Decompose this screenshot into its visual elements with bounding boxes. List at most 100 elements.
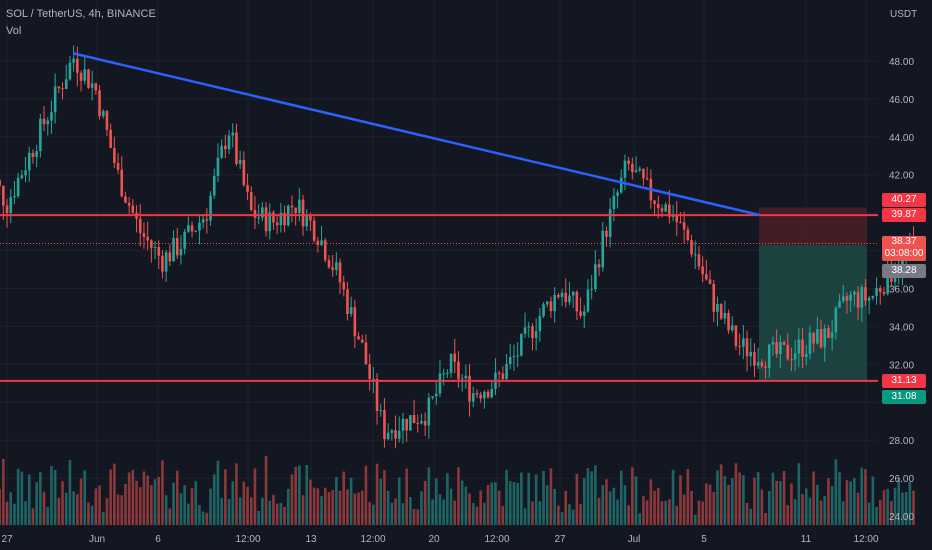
volume-bar <box>897 477 901 525</box>
candle-body <box>161 255 164 272</box>
candle-body <box>745 338 749 357</box>
volume-bar <box>253 468 257 525</box>
candle-body <box>875 288 878 296</box>
candle-body <box>364 342 368 365</box>
volume-bar <box>523 508 527 525</box>
candle-body <box>183 231 186 250</box>
candle-body <box>301 199 305 227</box>
volume-bar <box>886 488 889 525</box>
volume-bar <box>645 500 649 525</box>
candle-body <box>320 240 323 245</box>
volume-bar <box>372 504 375 525</box>
candle-body <box>76 58 79 73</box>
candle-body <box>27 152 31 171</box>
y-tick-label: 46.00 <box>889 95 914 106</box>
volume-bar <box>127 472 131 525</box>
candle-body <box>864 287 867 301</box>
x-tick-label: 27 <box>1 534 13 545</box>
volume-bar <box>227 499 231 525</box>
volume-indicator-label[interactable]: Vol <box>6 25 22 37</box>
candle-body <box>834 307 838 333</box>
candle-body <box>642 168 645 179</box>
candle-body <box>579 311 582 316</box>
symbol-title[interactable]: SOL / TetherUS, 4h, BINANCE <box>6 8 156 20</box>
volume-bar <box>90 505 94 525</box>
candle-body <box>316 240 320 245</box>
candle-body <box>187 225 190 232</box>
volume-bar <box>446 473 449 525</box>
volume-bar <box>797 463 801 525</box>
volume-bar <box>53 469 57 525</box>
volume-bar <box>841 501 845 525</box>
candle-body <box>31 152 35 157</box>
candle-body <box>693 254 697 256</box>
candle-body <box>631 163 634 173</box>
volume-bar <box>268 500 272 525</box>
drawing-lines[interactable] <box>0 52 878 382</box>
volume-bar <box>486 484 490 525</box>
volume-bar <box>379 478 383 525</box>
candle-body <box>557 294 560 298</box>
candle-body <box>405 418 408 431</box>
volume-bar <box>357 492 360 525</box>
volume-bar <box>582 477 586 525</box>
y-tick-label: 34.00 <box>889 322 914 333</box>
volume-bar <box>35 482 38 525</box>
candle-body <box>298 199 301 213</box>
candle-body <box>242 159 246 185</box>
volume-bar <box>601 484 605 525</box>
candle-body <box>634 170 638 173</box>
candle-body <box>871 295 875 298</box>
candle-body <box>346 289 349 314</box>
candle-body <box>268 212 272 232</box>
candle-body <box>594 264 597 290</box>
volume-bar <box>98 485 101 525</box>
x-tick-label: Jul <box>628 534 641 545</box>
volume-bar <box>283 506 286 525</box>
candle-body <box>275 222 279 226</box>
y-tick-label: 28.00 <box>889 436 914 447</box>
volume-bar <box>338 490 342 525</box>
candle-body <box>508 357 512 364</box>
candle-body <box>675 215 679 223</box>
volume-bar <box>505 469 508 525</box>
stop-loss-zone <box>759 207 867 246</box>
y-tick-label: 32.00 <box>889 360 914 371</box>
volume-bar <box>801 494 804 525</box>
candle-body <box>264 207 268 232</box>
volume-bar <box>368 501 371 525</box>
candle-body <box>575 291 579 312</box>
volume-bar <box>305 465 309 525</box>
candle-body <box>349 307 353 314</box>
time-axis[interactable]: 27 Jun 6 12:00 13 12:00 20 12:00 27 Jul 5 11 12:00 <box>1 534 879 545</box>
candle-body <box>179 249 183 256</box>
candle-body <box>723 313 727 319</box>
volume-bar <box>682 494 686 525</box>
volume-bar <box>257 510 260 525</box>
volume-bar <box>730 478 734 525</box>
candle-body <box>534 331 538 339</box>
volume-bar <box>527 472 531 525</box>
volume-bar <box>246 486 249 525</box>
volume-bar <box>597 497 601 525</box>
candle-body <box>571 291 575 296</box>
volume-bar <box>557 505 560 525</box>
volume-bar <box>671 469 675 525</box>
candle-body <box>560 292 564 298</box>
candle-body <box>309 214 312 221</box>
volume-bar <box>656 487 660 525</box>
volume-bar <box>553 488 556 525</box>
y-tick-label: 24.00 <box>889 512 914 523</box>
x-tick-label: 12:00 <box>360 534 385 545</box>
volume-bar <box>272 494 275 525</box>
volume-bar <box>24 501 27 525</box>
volume-bar <box>416 509 420 525</box>
candle-body <box>238 159 242 164</box>
support-price-label: 31.13 <box>882 374 926 388</box>
candle-body <box>760 362 764 367</box>
candle-body <box>453 353 457 362</box>
volume-bar <box>405 468 408 525</box>
candle-body <box>357 336 360 340</box>
volume-bar <box>856 492 860 525</box>
